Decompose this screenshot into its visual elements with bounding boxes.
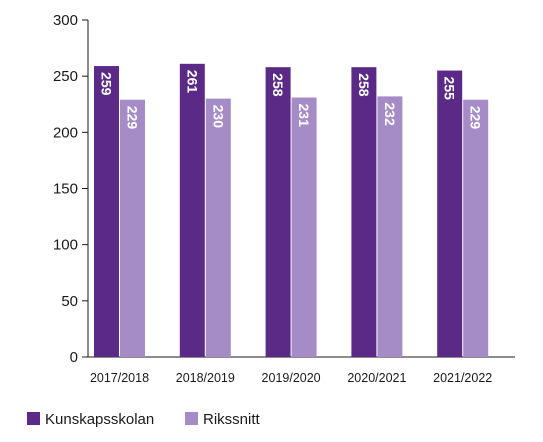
bar-kunskapsskolan-2019-2020: [265, 67, 291, 358]
bar-rikssnitt-2020-2021: [377, 96, 403, 358]
bar-kunskapsskolan-2018-2019: [179, 63, 205, 358]
bar-value-label: 259: [99, 72, 115, 96]
bar-value-label: 230: [210, 105, 226, 129]
bar-rikssnitt-2017-2018: [120, 99, 145, 358]
bar-kunskapsskolan-2021-2022: [437, 70, 463, 358]
bar-rikssnitt-2018-2019: [205, 98, 231, 357]
x-tick-label: 2020/2021: [347, 371, 406, 385]
y-tick-label: 0: [70, 349, 78, 366]
bar-kunskapsskolan-2017-2018: [94, 66, 119, 357]
legend-label-rikssnitt: Rikssnitt: [203, 411, 261, 428]
bar-rikssnitt-2021-2022: [463, 99, 489, 358]
x-tick-label: 2021/2022: [433, 371, 492, 385]
y-tick-label: 150: [53, 181, 78, 198]
y-tick-label: 100: [53, 237, 78, 254]
y-tick-label: 300: [53, 12, 78, 29]
bar-value-label: 229: [125, 106, 141, 130]
bar-kunskapsskolan-2020-2021: [351, 67, 377, 358]
bar-value-label: 232: [382, 102, 398, 126]
bar-value-label: 255: [442, 77, 458, 101]
bar-rikssnitt-2019-2020: [291, 97, 317, 357]
legend: Kunskapsskolan Rikssnitt: [27, 411, 261, 428]
legend-label-kunskapsskolan: Kunskapsskolan: [45, 411, 154, 428]
y-tick-label: 50: [61, 293, 78, 310]
bar-value-label: 258: [356, 73, 372, 97]
bar-value-label: 258: [270, 73, 286, 97]
bar-value-label: 231: [296, 104, 312, 128]
legend-swatch-rikssnitt: [185, 412, 198, 425]
bars: 259 229 261 230 258 231 258 232 255 229: [94, 63, 489, 358]
y-tick-label: 200: [53, 124, 78, 141]
axes: 0 50 100 150 200 250 300: [53, 12, 515, 366]
x-tick-label: 2018/2019: [176, 371, 235, 385]
x-tick-label: 2019/2020: [262, 371, 321, 385]
legend-swatch-kunskapsskolan: [27, 412, 40, 425]
x-tick-label: 2017/2018: [90, 371, 149, 385]
bar-value-label: 261: [184, 70, 200, 94]
y-tick-label: 250: [53, 68, 78, 85]
bar-value-label: 229: [468, 106, 484, 130]
category-labels: 2017/2018 2018/2019 2019/2020 2020/2021 2021…: [90, 371, 492, 385]
